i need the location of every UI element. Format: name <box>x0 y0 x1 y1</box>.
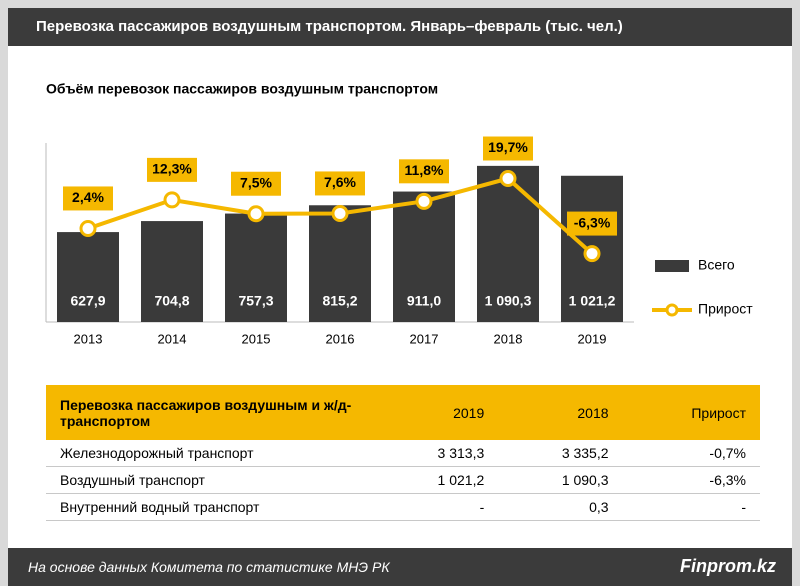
bar <box>393 191 455 322</box>
x-tick-label: 2013 <box>74 331 103 346</box>
brand: Finprom.kz <box>679 556 776 576</box>
bar <box>309 205 371 322</box>
value-label: 11,8% <box>405 162 444 178</box>
table: Перевозка пассажиров воздушным и ж/д-тра… <box>46 385 760 521</box>
table-cell: Железнодорожный транспорт <box>46 440 374 467</box>
table-cell: - <box>622 493 760 521</box>
table-row: Внутренний водный транспорт -0,3- <box>46 493 760 521</box>
table-cell: 3 335,2 <box>498 440 623 467</box>
value-label: 1 021,2 <box>569 293 616 309</box>
x-tick-label: 2019 <box>578 331 607 346</box>
point <box>331 204 349 222</box>
table-cell: Воздушный транспорт <box>46 466 374 494</box>
table-header-cell: 2018 <box>498 385 623 440</box>
value-label: 627,9 <box>70 293 105 309</box>
x-tick-label: 2017 <box>410 331 439 346</box>
value-label: -6,3% <box>574 214 611 230</box>
bar <box>477 165 539 322</box>
value-label: 2,4% <box>72 189 104 205</box>
label-box <box>63 186 113 211</box>
value-label: 911,0 <box>407 293 441 309</box>
table-header-cell: 2019 <box>374 385 499 440</box>
table-cell: Внутренний водный транспорт <box>46 493 374 521</box>
bar <box>57 232 119 322</box>
value-label: 7,5% <box>240 174 272 190</box>
label-box <box>147 157 197 182</box>
point <box>247 205 265 223</box>
table-row: Железнодорожный транспорт 3 313,3 3 335,2-… <box>46 440 760 467</box>
value-label: 7,6% <box>324 174 356 190</box>
x-tick-label: 2018 <box>494 331 523 346</box>
source: На основе данных Комитета по статистике … <box>28 559 390 575</box>
point <box>583 245 601 263</box>
bar <box>141 221 203 322</box>
value-label: 19,7% <box>488 139 528 155</box>
value-label: 12,3% <box>152 161 192 177</box>
value-label: 815,2 <box>322 293 357 309</box>
table-cell: 3 313,3 <box>374 440 499 467</box>
table-cell: 0,3 <box>498 493 623 521</box>
x-tick-label: 2014 <box>158 331 187 346</box>
label-box <box>399 159 449 184</box>
x-tick-label: 2015 <box>242 331 271 346</box>
table-header-cell: Перевозка пассажиров воздушным и ж/д-тра… <box>46 385 374 440</box>
value-label: 757,3 <box>238 293 273 309</box>
table-cell: 1 090,3 <box>498 466 623 494</box>
table-row: Воздушный транспорт 1 021,2 1 090,3 -6,3% <box>46 466 760 494</box>
bar <box>225 213 287 322</box>
legend-label: Прирост <box>698 301 753 317</box>
page-title: Перевозка пассажиров воздушным транспорт… <box>8 8 792 46</box>
table-cell: -0,7% <box>622 440 760 467</box>
chart-title: Объём перевозок пассажиров воздушным тра… <box>46 81 438 97</box>
table-header-cell: Прирост <box>622 385 760 440</box>
point <box>415 192 433 210</box>
table-cell: -6,3% <box>622 466 760 494</box>
label-box <box>483 136 533 161</box>
label-box <box>567 211 617 236</box>
point <box>163 191 181 209</box>
value-label: 704,8 <box>154 293 189 309</box>
x-tick-label: 2016 <box>326 331 355 346</box>
legend-label: Всего <box>698 257 735 273</box>
value-label: 1 090,3 <box>485 293 532 309</box>
table-cell: - <box>374 493 499 521</box>
legend-swatch <box>655 260 689 272</box>
footer: На основе данных Комитета по статистике … <box>8 548 792 586</box>
chart: Объём перевозок пассажиров воздушным тра… <box>45 81 753 346</box>
table-cell: 1 021,2 <box>374 466 499 494</box>
point <box>79 219 97 237</box>
label-box <box>231 171 281 196</box>
label-box <box>315 171 365 196</box>
legend-swatch <box>665 303 679 317</box>
point <box>499 170 517 188</box>
